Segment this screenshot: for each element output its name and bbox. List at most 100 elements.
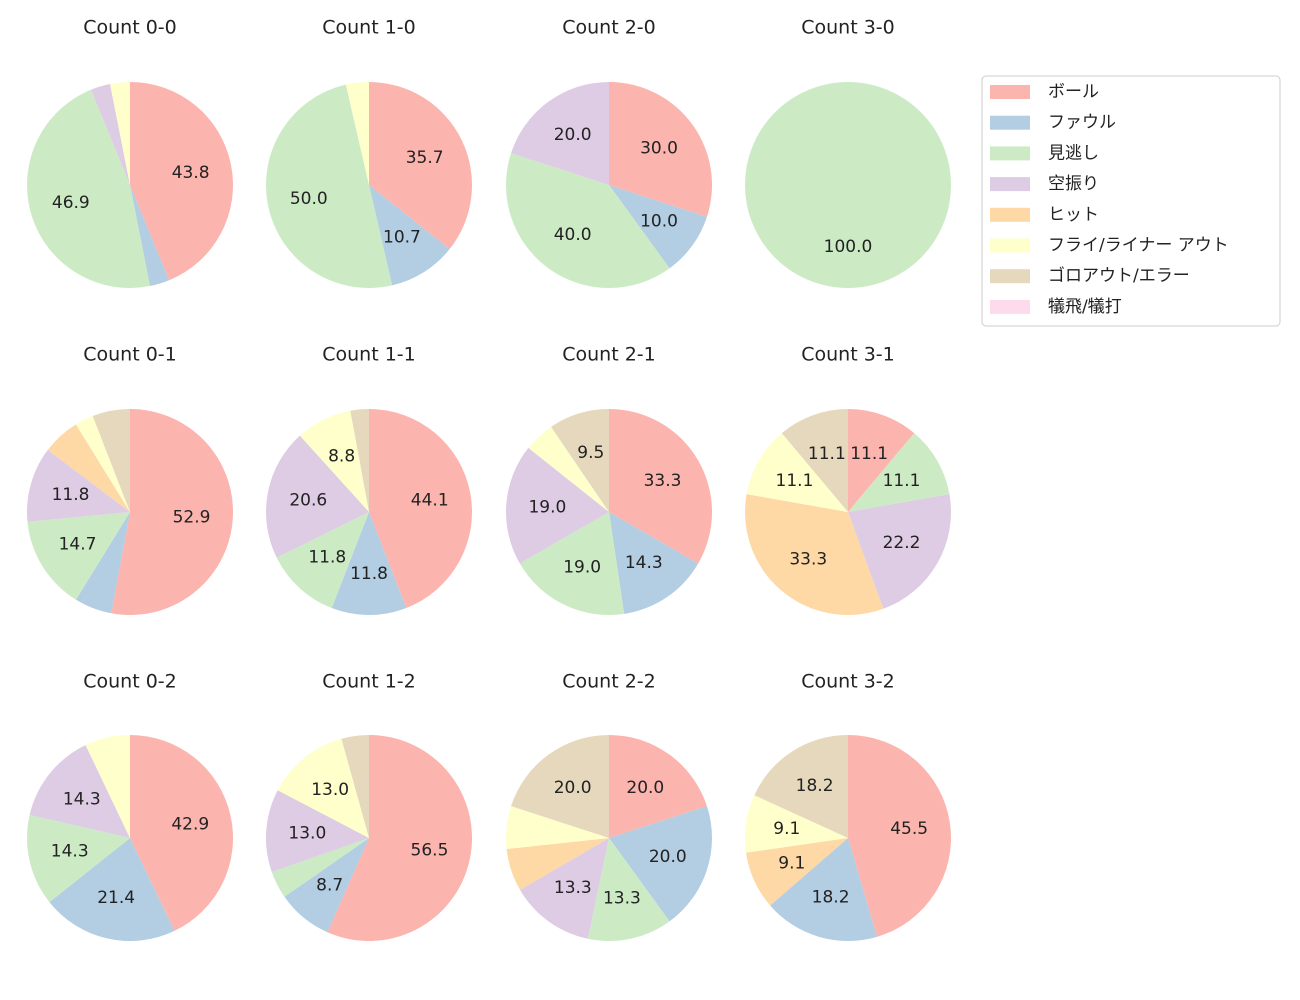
value-label: 9.1 (773, 819, 800, 839)
pie-slice (27, 512, 131, 600)
value-label: 14.3 (63, 789, 101, 809)
pie-slice (350, 409, 369, 512)
pie-slice (746, 433, 848, 512)
pie-slice (506, 447, 609, 564)
legend-swatch (990, 177, 1030, 192)
legend-label: ゴロアウト/エラー (1048, 265, 1190, 286)
value-label: 8.8 (328, 447, 355, 467)
pie-slice (528, 426, 609, 512)
legend-swatch (990, 299, 1030, 314)
value-label: 14.7 (59, 535, 97, 555)
value-label: 8.7 (316, 876, 343, 896)
pie-title: Count 2-1 (562, 344, 656, 366)
value-label: 46.9 (52, 193, 90, 213)
value-label: 33.3 (644, 471, 682, 491)
legend-label: ヒット (1048, 205, 1099, 225)
pie-slice (520, 838, 609, 939)
pie-slice (506, 838, 609, 890)
value-label: 11.1 (808, 444, 846, 464)
value-label: 35.7 (406, 148, 444, 168)
value-label: 20.6 (289, 490, 327, 510)
pie-slice (609, 735, 707, 838)
value-label: 13.0 (311, 780, 349, 800)
value-label: 11.8 (52, 485, 90, 505)
pie-slice (609, 409, 712, 564)
value-label: 13.3 (603, 888, 641, 908)
value-label: 20.0 (554, 778, 592, 798)
pie-slice (609, 512, 699, 614)
value-label: 19.0 (528, 497, 566, 517)
value-label: 43.8 (172, 163, 210, 183)
value-label: 18.2 (796, 776, 834, 796)
legend-swatch (990, 146, 1030, 161)
pie-title: Count 1-0 (322, 17, 416, 39)
legend-label: 見逃し (1048, 143, 1099, 163)
value-label: 22.2 (883, 533, 921, 553)
pie-slice (266, 84, 393, 289)
pie-slice (848, 409, 915, 512)
pie-slice (754, 735, 848, 838)
value-label: 13.0 (288, 824, 326, 844)
pie-slice (746, 838, 848, 906)
pie-slice (609, 185, 707, 269)
legend-label: ボール (1048, 82, 1099, 102)
legend-swatch (990, 85, 1030, 99)
pie-slice (92, 409, 130, 512)
pie-slice (29, 745, 130, 838)
value-label: 9.5 (577, 443, 604, 463)
pie-slice (284, 838, 369, 933)
pie-slice (276, 512, 369, 609)
value-label: 52.9 (173, 508, 211, 528)
value-label: 100.0 (824, 237, 873, 257)
value-label: 33.3 (789, 549, 827, 569)
value-label: 13.3 (554, 878, 592, 898)
value-label: 30.0 (640, 139, 678, 159)
legend-label: ファウル (1048, 113, 1116, 133)
pie-title: Count 0-1 (83, 344, 177, 366)
pie-title: Count 2-2 (562, 671, 656, 693)
pie-slice (609, 82, 712, 217)
value-label: 14.3 (625, 553, 663, 573)
value-label: 50.0 (290, 189, 328, 209)
value-label: 45.5 (890, 819, 928, 839)
pie-slice (130, 82, 234, 281)
value-label: 11.1 (883, 471, 921, 491)
pie-slice (111, 409, 234, 615)
value-label: 18.2 (812, 887, 850, 907)
pie-slice (327, 735, 473, 941)
pie-slice (519, 512, 625, 615)
pie-title: Count 2-0 (562, 17, 656, 39)
pie-slice (369, 409, 472, 609)
pie-slice (75, 512, 130, 614)
pie-slice (506, 153, 670, 288)
pie-slice (770, 838, 878, 941)
pie-slice (49, 838, 175, 941)
value-label: 11.1 (776, 471, 814, 491)
legend-label: 犠飛/犠打 (1048, 297, 1122, 317)
pie-slice (130, 185, 170, 287)
pie-slice (369, 82, 472, 250)
pie-slice (506, 806, 609, 849)
pie-slice (26, 449, 130, 522)
pie-slice (551, 409, 609, 512)
value-label: 11.1 (850, 444, 888, 464)
pie-title: Count 3-0 (801, 17, 895, 39)
pie-slice (369, 185, 450, 286)
pie-slice (331, 512, 407, 615)
legend-label: 空振り (1048, 174, 1099, 194)
pie-slice (848, 433, 950, 512)
legend-swatch (990, 238, 1030, 253)
pie-slice (345, 82, 369, 185)
pie-slice (90, 83, 130, 185)
value-label: 10.0 (640, 211, 678, 231)
pie-title: Count 0-2 (83, 671, 177, 693)
value-label: 20.0 (626, 778, 664, 798)
value-label: 40.0 (554, 225, 592, 245)
value-label: 11.8 (308, 548, 346, 568)
pie-slice (75, 415, 130, 512)
pie-slice (848, 735, 951, 937)
value-label: 9.1 (778, 854, 805, 874)
value-label: 42.9 (171, 814, 209, 834)
legend-swatch (990, 269, 1030, 284)
